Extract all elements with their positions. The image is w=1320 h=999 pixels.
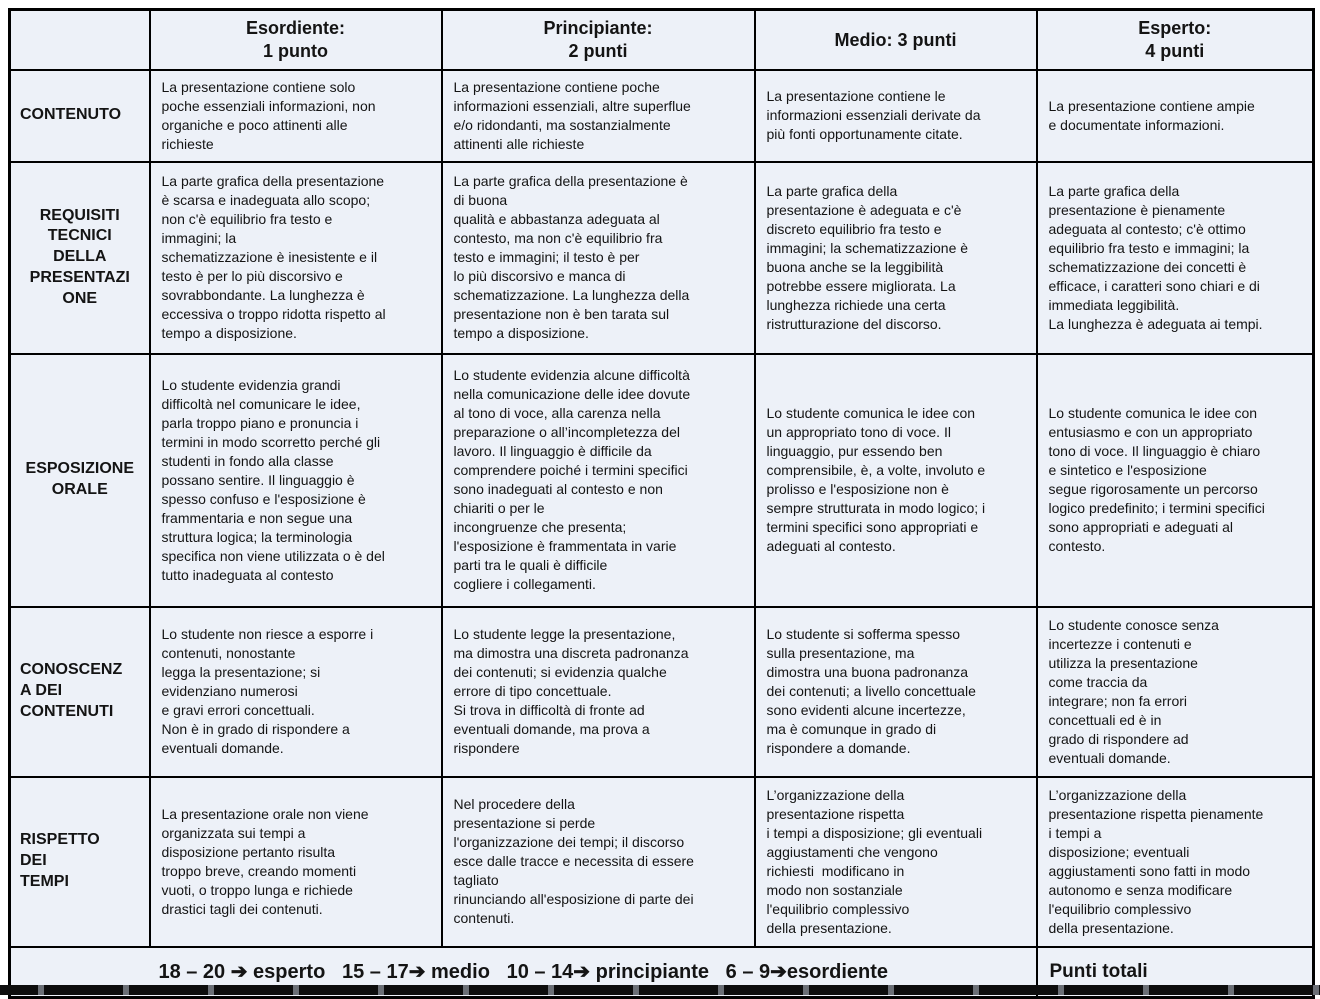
header-medio: Medio: 3 punti [753, 8, 1038, 71]
row-label-conoscenza-contenuti: CONOSCENZ A DEI CONTENUTI [8, 605, 151, 778]
cell-rispetto-4: L’organizzazione della presentazione ris… [1035, 775, 1315, 948]
cell-esposizione-3: Lo studente comunica le idee con un appr… [753, 352, 1038, 608]
row-conoscenza-contenuti: CONOSCENZ A DEI CONTENUTI Lo studente no… [8, 605, 1315, 778]
cell-contenuto-3: La presentazione contiene le informazion… [753, 68, 1038, 163]
cell-contenuto-1: La presentazione contiene solo poche ess… [148, 68, 443, 163]
header-esordiente: Esordiente: 1 punto [148, 8, 443, 71]
cell-requisiti-3: La parte grafica della presentazione è a… [753, 160, 1038, 355]
scan-edge-bar [0, 985, 1320, 995]
cell-rispetto-3: L’organizzazione della presentazione ris… [753, 775, 1038, 948]
row-esposizione-orale: ESPOSIZIONE ORALE Lo studente evidenzia … [8, 352, 1315, 608]
cell-esposizione-1: Lo studente evidenzia grandi difficoltà … [148, 352, 443, 608]
header-criteria [8, 8, 151, 71]
row-label-esposizione-orale: ESPOSIZIONE ORALE [8, 352, 151, 608]
row-contenuto: CONTENUTO La presentazione contiene solo… [8, 68, 1315, 163]
cell-conoscenza-3: Lo studente si sofferma spesso sulla pre… [753, 605, 1038, 778]
row-rispetto-tempi: RISPETTO DEI TEMPI La presentazione oral… [8, 775, 1315, 948]
cell-contenuto-4: La presentazione contiene ampie e docume… [1035, 68, 1315, 163]
rubric-table-container: Esordiente: 1 punto Principiante: 2 punt… [8, 8, 1315, 999]
cell-esposizione-4: Lo studente comunica le idee con entusia… [1035, 352, 1315, 608]
row-label-rispetto-tempi: RISPETTO DEI TEMPI [8, 775, 151, 948]
presentation-rubric-table: Esordiente: 1 punto Principiante: 2 punt… [8, 8, 1315, 999]
header-row: Esordiente: 1 punto Principiante: 2 punt… [8, 8, 1315, 71]
cell-esposizione-2: Lo studente evidenzia alcune difficoltà … [440, 352, 756, 608]
cell-requisiti-1: La parte grafica della presentazione è s… [148, 160, 443, 355]
cell-contenuto-2: La presentazione contiene poche informaz… [440, 68, 756, 163]
row-requisiti-tecnici: REQUISITI TECNICI DELLA PRESENTAZI ONE L… [8, 160, 1315, 355]
cell-requisiti-2: La parte grafica della presentazione è d… [440, 160, 756, 355]
header-esperto: Esperto: 4 punti [1035, 8, 1315, 71]
cell-rispetto-2: Nel procedere della presentazione si per… [440, 775, 756, 948]
cell-conoscenza-2: Lo studente legge la presentazione, ma d… [440, 605, 756, 778]
cell-rispetto-1: La presentazione orale non viene organiz… [148, 775, 443, 948]
cell-conoscenza-1: Lo studente non riesce a esporre i conte… [148, 605, 443, 778]
row-label-contenuto: CONTENUTO [8, 68, 151, 163]
cell-conoscenza-4: Lo studente conosce senza incertezze i c… [1035, 605, 1315, 778]
row-label-requisiti-tecnici: REQUISITI TECNICI DELLA PRESENTAZI ONE [8, 160, 151, 355]
cell-requisiti-4: La parte grafica della presentazione è p… [1035, 160, 1315, 355]
header-principiante: Principiante: 2 punti [440, 8, 756, 71]
